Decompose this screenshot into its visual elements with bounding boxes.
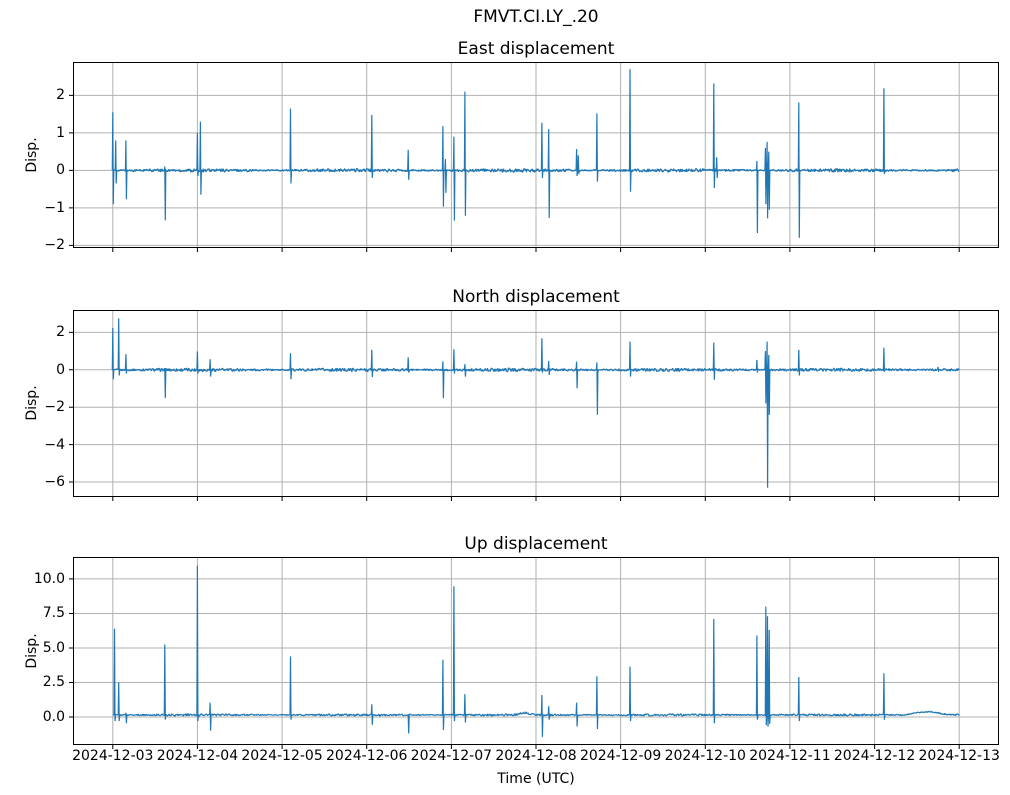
plot-border [73, 310, 999, 497]
plot-area-east [69, 62, 999, 252]
x-tick-label: 2024-12-08 [495, 748, 577, 764]
y-tick-label: −4 [44, 436, 65, 453]
y-tick-label: 5.0 [42, 639, 65, 656]
plot-border [73, 557, 999, 745]
displacement-trace [111, 318, 960, 488]
subplot-title-up: Up displacement [464, 534, 608, 554]
grid-lines [73, 557, 999, 745]
tick-marks [69, 578, 960, 749]
x-tick-label: 2024-12-13 [918, 748, 1000, 764]
y-tick-label: 0.0 [42, 708, 65, 725]
y-tick-label: 0 [56, 361, 65, 378]
y-tick-label: 0 [56, 162, 65, 179]
grid-lines [73, 62, 999, 248]
tick-marks [69, 331, 960, 501]
plot-border [73, 62, 999, 248]
subplot-title-east: East displacement [457, 39, 615, 59]
y-tick-label: 2 [56, 324, 65, 341]
y-tick-label: −2 [44, 399, 65, 416]
y-tick-label: 7.5 [42, 605, 65, 622]
y-tick-label: 2.5 [42, 674, 65, 691]
y-tick-label: 1 [56, 124, 65, 141]
x-tick-label: 2024-12-04 [156, 748, 239, 764]
x-axis-label: Time (UTC) [497, 771, 575, 787]
y-tick-label: 2 [56, 87, 65, 104]
tick-marks [69, 94, 960, 252]
grid-lines [73, 310, 999, 497]
x-tick-label: 2024-12-09 [579, 748, 662, 764]
displacement-trace [112, 565, 960, 737]
x-tick-label: 2024-12-10 [664, 748, 746, 764]
x-tick-label: 2024-12-06 [326, 748, 408, 764]
plot-area-north [69, 310, 999, 501]
x-tick-label: 2024-12-05 [241, 748, 323, 764]
x-tick-label: 2024-12-03 [72, 748, 154, 764]
y-tick-label: −6 [44, 474, 65, 491]
x-tick-label: 2024-12-12 [833, 748, 916, 764]
y-tick-label: 10.0 [33, 570, 65, 587]
displacement-trace [111, 69, 960, 238]
y-tick-label: −1 [44, 199, 65, 216]
x-tick-label: 2024-12-07 [410, 748, 493, 764]
y-tick-label: −2 [44, 237, 65, 254]
figure-title: FMVT.CI.LY_.20 [473, 7, 599, 27]
x-tick-label: 2024-12-11 [749, 748, 831, 764]
plot-area-up [69, 557, 999, 749]
subplot-title-north: North displacement [452, 287, 620, 307]
